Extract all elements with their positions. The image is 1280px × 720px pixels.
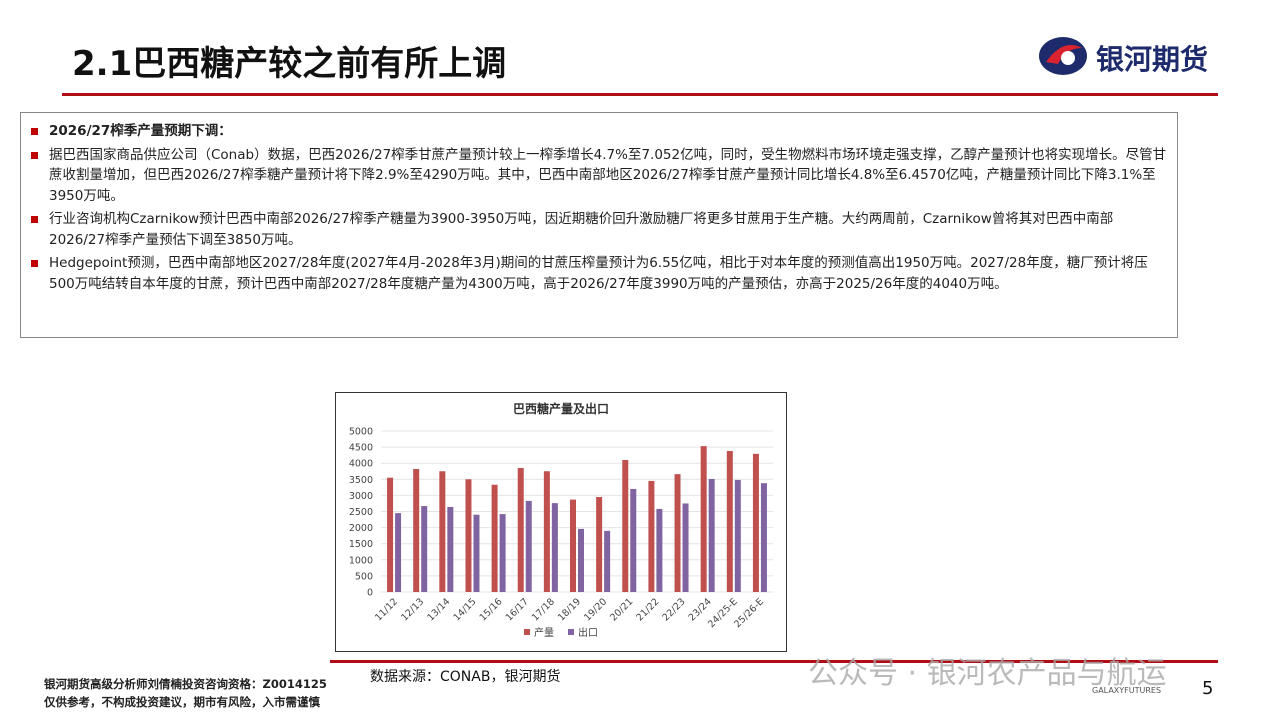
chart-title: 巴西糖产量及出口 [513,401,609,416]
x-tick-label: 19/20 [582,596,609,623]
x-tick-label: 22/23 [661,596,688,623]
x-tick-label: 12/13 [399,596,426,623]
y-tick-label: 5000 [349,427,373,438]
x-tick-label: 15/16 [478,596,505,623]
x-tick-label: 13/14 [425,596,452,623]
page-number: 5 [1202,678,1214,699]
legend-swatch [568,629,574,635]
bar [656,508,663,592]
bar [570,499,576,592]
bar [682,503,689,592]
y-tick-label: 2500 [349,507,373,518]
bar [543,471,550,592]
watermark: 公众号 · 银河农产品与航运 [808,656,1167,691]
x-tick-label: 18/19 [556,596,583,623]
legend-label: 产量 [534,626,554,639]
x-tick-label: 14/15 [451,596,478,623]
bar [726,450,733,592]
x-tick-label: 16/17 [504,596,531,623]
bar [413,468,420,592]
bar [708,478,715,592]
bar [387,477,394,592]
bullet: 据巴西国家商品供应公司（Conab）数据，巴西2026/27榨季甘蔗产量预计较上… [31,145,1167,207]
legend-swatch [524,629,530,635]
bullet: 2026/27榨季产量预期下调： [31,121,1167,142]
y-tick-label: 1500 [349,539,373,550]
x-tick-label: 17/18 [530,596,557,623]
bar [499,514,506,592]
y-tick-label: 4500 [349,443,373,454]
footer-rule [330,660,1218,663]
bar [752,453,759,592]
y-tick-label: 1000 [349,555,373,566]
y-tick-label: 3000 [349,491,373,502]
bar [447,506,454,592]
x-tick-label: 20/21 [608,596,635,623]
bar [395,513,402,592]
bar [525,500,532,592]
bar [421,506,428,592]
bullet: Hedgepoint预测，巴西中南部地区2027/28年度(2027年4月-20… [31,253,1167,294]
header-rule [62,93,1218,96]
x-tick-label: 11/12 [373,596,400,623]
bar [760,483,767,592]
chart-frame: 巴西糖产量及出口 0 500 1000 1500 2000 2500 3000 3500 400… [335,392,787,652]
y-tick-label: 500 [355,571,373,582]
bar [551,503,558,592]
x-tick-label: 25/26-E [732,596,766,630]
source: 数据来源：CONAB，银河期货 [370,669,561,685]
bar [491,484,498,592]
bar [517,468,524,592]
bar [622,459,629,592]
slide-title: 2.1巴西糖产较之前有所上调 [72,44,507,84]
bar [596,497,603,592]
bar [439,471,446,592]
bar [700,446,707,592]
bar [465,479,472,592]
chart: 巴西糖产量及出口 0 500 1000 1500 2000 2500 3000 3500 400… [349,401,773,639]
y-tick-label: 4000 [349,459,373,470]
bar [674,474,681,592]
analyst: 银河期货高级分析师刘倩楠投资咨询资格：Z0014125 [44,677,327,691]
y-tick-label: 0 [367,588,373,599]
x-tick-label: 21/22 [634,596,661,623]
brand: GALAXYFUTURES [1092,686,1162,695]
logo-text: 银河期货 [1096,43,1209,76]
legend-label: 出口 [578,626,598,639]
y-tick-label: 2000 [349,523,373,534]
bullet: 行业咨询机构Czarnikow预计巴西中南部2026/27榨季产糖量为3900-… [31,209,1167,250]
bar [734,479,741,592]
disclaimer: 仅供参考，不构成投资建议，期市有风险，入市需谨慎 [44,695,320,709]
bar [648,480,655,592]
text-box: 2026/27榨季产量预期下调： 据巴西国家商品供应公司（Conab）数据，巴西… [20,112,1178,338]
bar [604,530,611,592]
bar [578,528,584,592]
logo-icon [1039,37,1087,75]
bar [630,488,637,592]
y-tick-label: 3500 [349,475,373,486]
bar [473,514,480,592]
